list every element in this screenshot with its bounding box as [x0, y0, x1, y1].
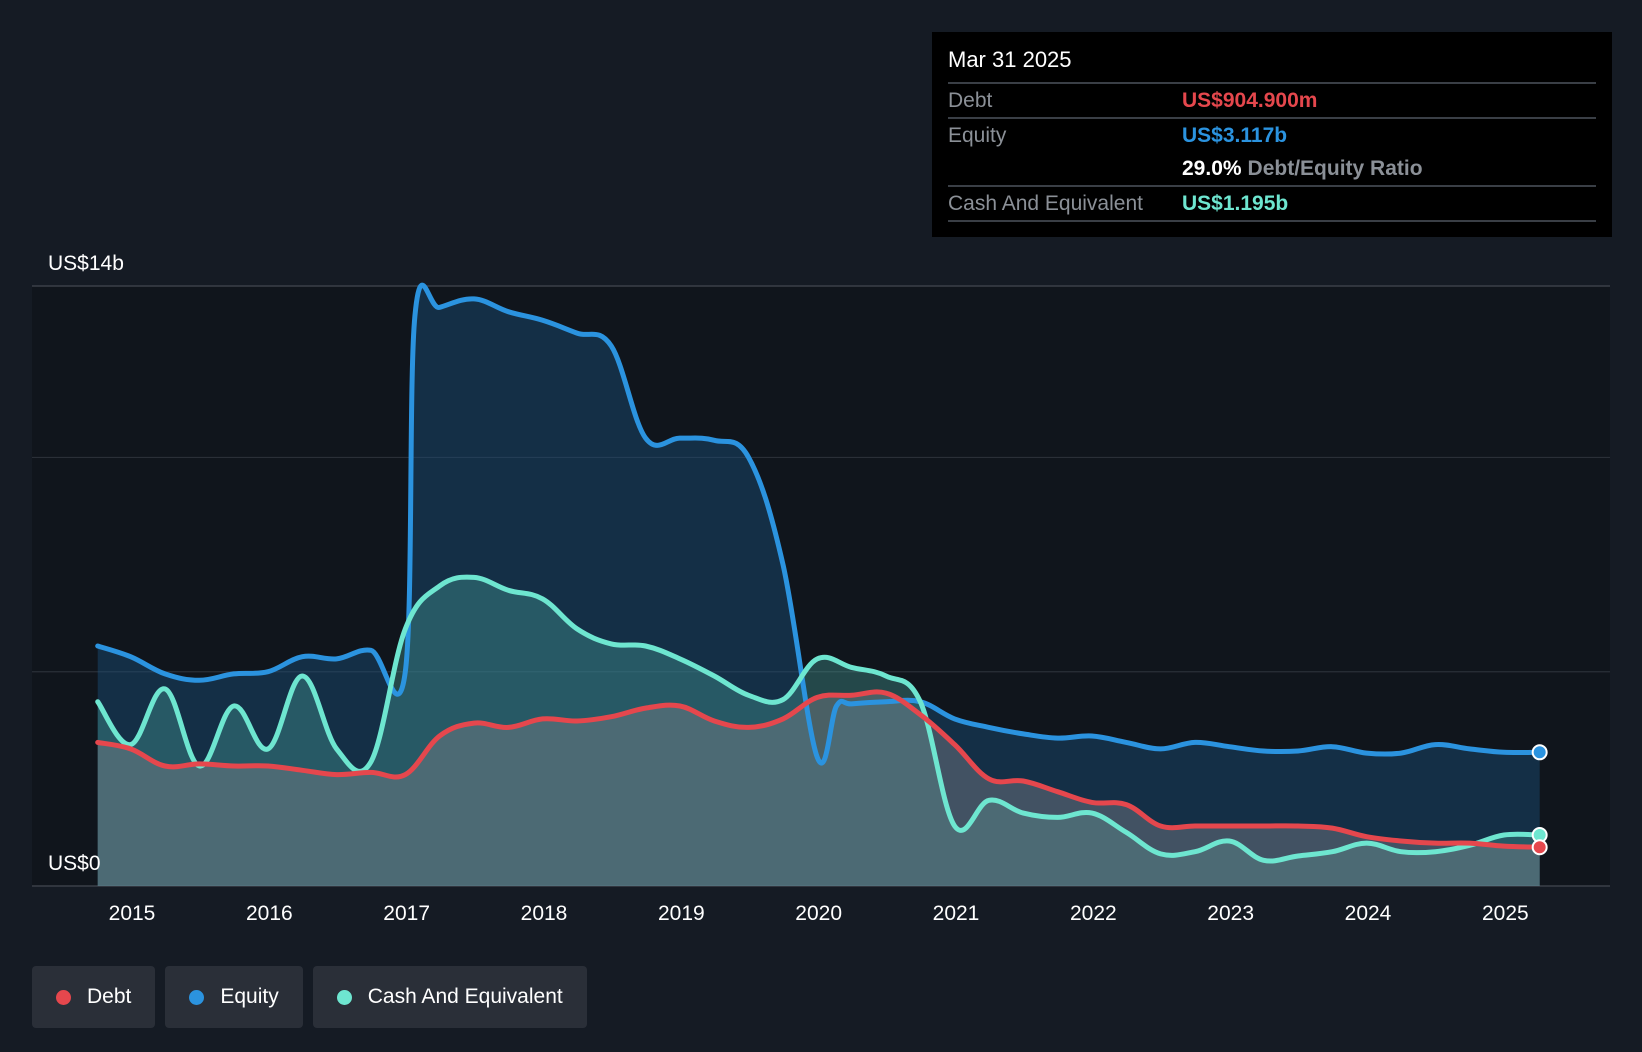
tooltip-equity-value: US$3.117b	[1182, 123, 1288, 147]
plot-background	[32, 286, 1610, 886]
tooltip-cash-row: Cash And Equivalent US$1.195b	[948, 185, 1596, 222]
legend-item-equity[interactable]: Equity	[165, 966, 303, 1028]
x-tick-2022: 2022	[1070, 902, 1117, 925]
debt-dot-icon	[56, 989, 71, 1005]
series-lines	[95, 282, 1543, 864]
tooltip-debt-value: US$904.900m	[1182, 88, 1318, 112]
y-axis-top-label: US$14b	[48, 252, 124, 275]
area-debt	[97, 691, 1540, 886]
grid-lines	[32, 285, 1610, 887]
x-tick-2017: 2017	[383, 902, 430, 925]
end-marker-debt	[1531, 839, 1548, 856]
x-tick-2023: 2023	[1207, 902, 1254, 925]
hover-tooltip: Mar 31 2025 Debt US$904.900m Equity US$3…	[932, 32, 1612, 237]
equity-dot-icon	[189, 989, 205, 1005]
legend-item-debt[interactable]: Debt	[32, 966, 156, 1028]
x-tick-2016: 2016	[246, 902, 293, 925]
x-tick-2019: 2019	[658, 902, 705, 925]
x-tick-2021: 2021	[933, 902, 980, 925]
tooltip-debt-row: Debt US$904.900m	[948, 82, 1596, 117]
tooltip-ratio-value: 29.0%	[1182, 156, 1242, 180]
legend-label-cash: Cash And Equivalent	[367, 985, 563, 1008]
series-areas	[97, 285, 1540, 887]
x-tick-2025: 2025	[1482, 902, 1529, 925]
x-tick-2018: 2018	[521, 902, 568, 925]
cash-dot-icon	[336, 989, 352, 1005]
x-tick-2020: 2020	[795, 902, 842, 925]
series-end-markers	[1531, 744, 1548, 856]
x-tick-2015: 2015	[109, 902, 156, 925]
legend-label-debt: Debt	[87, 985, 132, 1008]
tooltip-ratio-label: Debt/Equity Ratio	[1247, 156, 1423, 180]
tooltip-cash-label: Cash And Equivalent	[948, 191, 1143, 215]
x-tick-2024: 2024	[1345, 902, 1392, 925]
line-equity	[95, 282, 1543, 766]
tooltip-debt-label: Debt	[948, 88, 993, 112]
tooltip-equity-row: Equity US$3.117b	[948, 117, 1596, 152]
line-debt	[95, 689, 1543, 850]
y-axis-bottom-label: US$0	[48, 852, 101, 875]
legend-item-cash[interactable]: Cash And Equivalent	[312, 966, 587, 1028]
tooltip-equity-label: Equity	[948, 123, 1007, 147]
tooltip-date: Mar 31 2025	[948, 47, 1072, 72]
tooltip-ratio-row: 29.0% Debt/Equity Ratio	[948, 152, 1596, 185]
tooltip-cash-value: US$1.195b	[1182, 191, 1289, 215]
area-cash-and-equivalent	[97, 577, 1540, 886]
chart-legend: Debt Equity Cash And Equivalent	[32, 966, 587, 1028]
end-marker-equity	[1531, 744, 1548, 761]
legend-label-equity: Equity	[220, 985, 279, 1008]
area-equity	[97, 285, 1540, 887]
x-axis-ticks: 2015 2016 2017 2018 2019 2020 2021 2022 2023 2024…	[109, 902, 1529, 925]
line-cash-and-equivalent	[95, 574, 1543, 864]
